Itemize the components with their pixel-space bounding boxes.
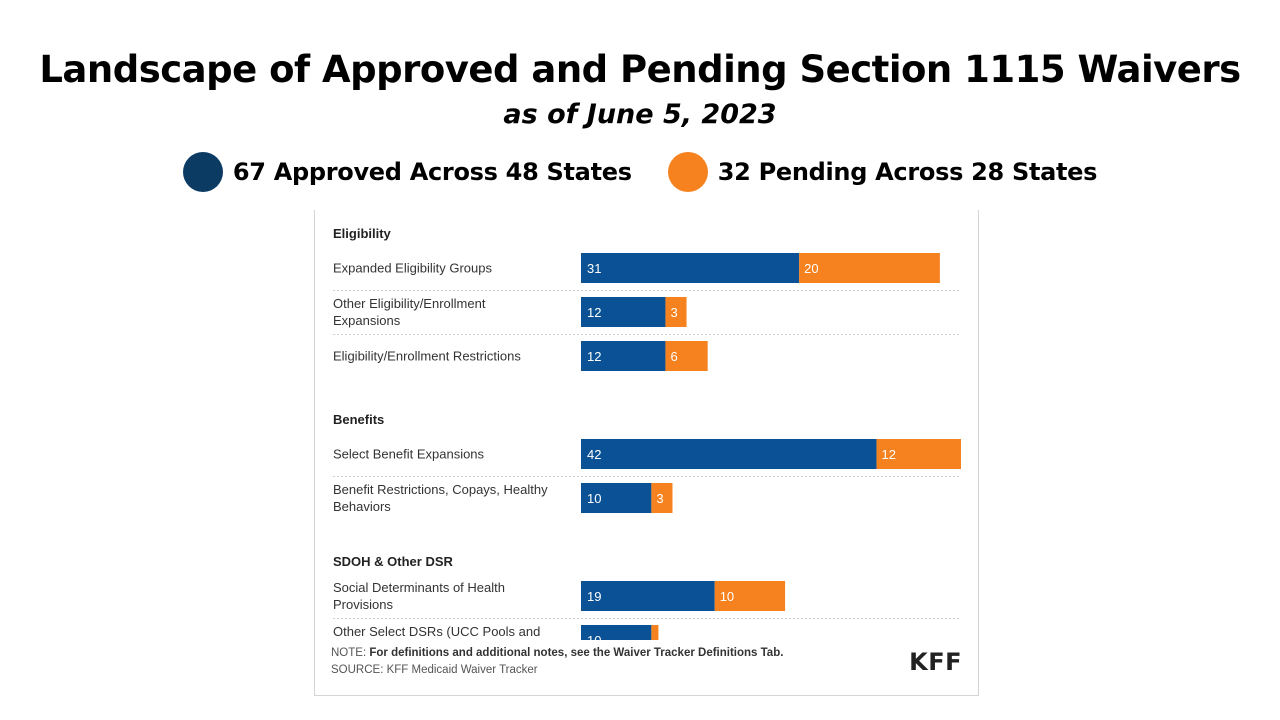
bar-label-approved: 12 (587, 349, 601, 364)
page-title: Landscape of Approved and Pending Sectio… (39, 48, 1241, 91)
row-label: Select Benefit Expansions (333, 447, 485, 462)
bar-pending (665, 341, 708, 371)
note-prefix: NOTE: (331, 647, 370, 659)
chart-source: SOURCE: KFF Medicaid Waiver Tracker (331, 664, 538, 676)
bar-label-approved: 12 (587, 305, 601, 320)
chart-panel: Eligibility Expanded Eligibility Groups 31… (314, 210, 979, 696)
bar-label-pending: 20 (804, 261, 818, 276)
bar-label-pending: 12 (882, 447, 896, 462)
bar-approved (581, 439, 877, 469)
legend-swatch-approved (182, 152, 223, 192)
bar-pending (651, 625, 659, 640)
row-label: Other Select DSRs (UCC Pools andBH DSR) (333, 624, 540, 640)
row-label: Benefit Restrictions, Copays, Healthy Beh… (333, 482, 548, 514)
bar-label-approved: 42 (587, 447, 601, 462)
row-label: Eligibility/Enrollment Restrictions (333, 349, 521, 364)
bar-pending (714, 581, 786, 611)
legend-item-approved: 67 Approved Across 48 States (182, 152, 632, 192)
legend-swatch-pending (667, 152, 708, 192)
row-label: Expanded Eligibility Groups (333, 261, 492, 276)
row-label-line: Other Select DSRs (UCC Pools and (333, 624, 540, 639)
legend-item-pending: 32 Pending Across 28 States (667, 152, 1098, 192)
bar-approved (581, 341, 666, 371)
bar-label-approved: 31 (587, 261, 601, 276)
bar-pending (799, 253, 940, 283)
group-header: Benefits (333, 412, 384, 427)
chart-note: NOTE: For definitions and additional not… (331, 647, 783, 659)
row-label: Social Determinants of Health Provisions (333, 580, 505, 612)
row-label-line: Behaviors (333, 499, 391, 514)
row-label-line: Social Determinants of Health (333, 580, 505, 595)
bar-label-approved: 10 (587, 633, 601, 640)
row-label-line: Provisions (333, 597, 393, 612)
group-header: SDOH & Other DSR (333, 554, 454, 569)
bar-label-pending: 6 (670, 349, 677, 364)
row-label-line: Benefit Restrictions, Copays, Healthy (333, 482, 548, 497)
legend: 67 Approved Across 48 States 32 Pending … (0, 152, 1280, 192)
kff-logo: KFF (909, 648, 962, 676)
row-label-line: Eligibility/Enrollment Restrictions (333, 349, 521, 364)
bar-approved (581, 297, 666, 327)
row-label-line: Other Eligibility/Enrollment (333, 296, 486, 311)
row-label-line: Expansions (333, 313, 401, 328)
note-text: For definitions and additional notes, se… (369, 647, 784, 659)
bar-approved (581, 581, 715, 611)
bar-approved (581, 253, 800, 283)
group-header: Eligibility (333, 226, 392, 241)
bar-approved (581, 483, 652, 513)
bar-label-pending: 10 (720, 589, 734, 604)
bar-label-approved: 19 (587, 589, 601, 604)
bar-pending (876, 439, 961, 469)
bar-label-approved: 10 (587, 491, 601, 506)
bar-label-pending: 3 (670, 305, 677, 320)
row-label: Other Eligibility/Enrollment Expansions (333, 296, 486, 328)
bar-label-pending: 3 (656, 491, 663, 506)
page-subtitle: as of June 5, 2023 (503, 99, 777, 130)
legend-label-pending: 32 Pending Across 28 States (717, 158, 1098, 186)
bar-pending (665, 297, 687, 327)
legend-label-approved: 67 Approved Across 48 States (232, 158, 632, 186)
row-label-line: Select Benefit Expansions (333, 447, 485, 462)
row-label-line: Expanded Eligibility Groups (333, 261, 492, 276)
bar-pending (651, 483, 673, 513)
bar-approved (581, 625, 652, 640)
